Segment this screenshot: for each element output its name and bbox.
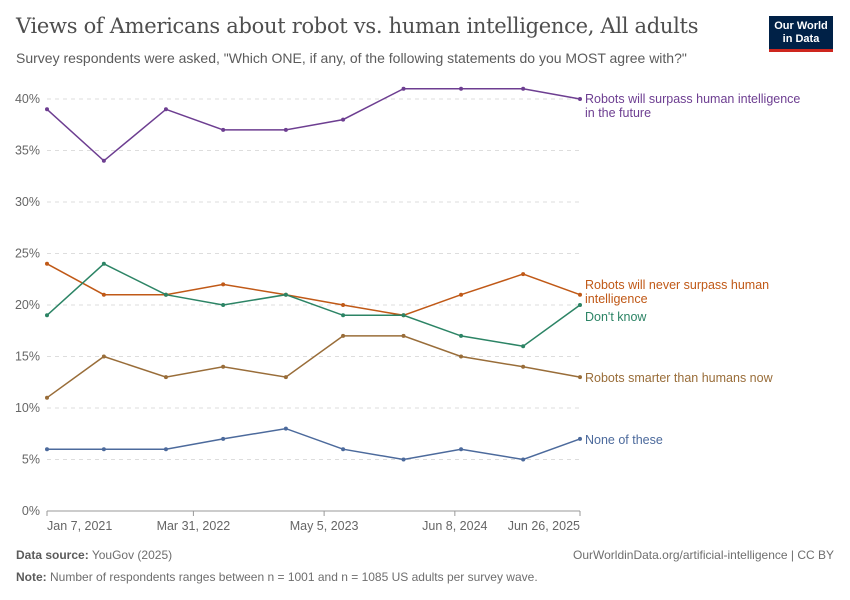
- data-point: [401, 457, 406, 462]
- chart-subtitle: Survey respondents were asked, "Which ON…: [16, 50, 687, 66]
- data-point: [401, 86, 406, 91]
- series-label: Robots will surpass human intelligence: [585, 92, 800, 106]
- data-point: [521, 272, 526, 277]
- source-label: Data source:: [16, 548, 89, 562]
- y-tick-label: 5%: [22, 453, 40, 467]
- y-tick-label: 25%: [15, 247, 40, 261]
- data-point: [45, 395, 49, 400]
- data-point: [401, 333, 406, 338]
- data-point: [163, 375, 168, 380]
- data-point: [101, 354, 106, 359]
- series-label: None of these: [585, 433, 663, 447]
- data-point: [283, 426, 288, 431]
- y-tick-label: 35%: [15, 144, 40, 158]
- x-tick-label: Jun 26, 2025: [508, 519, 580, 533]
- data-point: [459, 447, 464, 452]
- data-point: [578, 292, 582, 297]
- x-tick-label: Jan 7, 2021: [47, 519, 112, 533]
- note-label: Note:: [16, 570, 47, 584]
- data-point: [521, 457, 526, 462]
- data-point: [283, 127, 288, 132]
- data-point: [578, 303, 582, 307]
- data-point: [221, 127, 226, 132]
- y-tick-label: 40%: [15, 92, 40, 106]
- y-tick-label: 20%: [15, 298, 40, 312]
- series-line: [47, 427, 581, 461]
- data-point: [45, 261, 49, 266]
- series-label: Don't know: [585, 310, 647, 324]
- data-point: [341, 303, 346, 307]
- data-point: [341, 333, 346, 338]
- owid-logo[interactable]: Our World in Data: [769, 16, 833, 52]
- series-line: [46, 263, 581, 317]
- data-point: [341, 313, 346, 318]
- data-point: [521, 344, 526, 349]
- data-point: [101, 447, 106, 452]
- data-point: [578, 97, 582, 101]
- data-point: [578, 375, 582, 380]
- x-tick-label: Jun 8, 2024: [422, 519, 487, 533]
- data-point: [521, 86, 526, 91]
- series-label: intelligence: [585, 292, 648, 306]
- data-point: [459, 86, 464, 91]
- x-tick-label: Mar 31, 2022: [157, 519, 231, 533]
- data-point: [459, 292, 464, 297]
- x-tick-label: May 5, 2023: [290, 519, 359, 533]
- series-label: Robots will never surpass human: [585, 278, 769, 292]
- note: Note: Number of respondents ranges betwe…: [16, 570, 538, 584]
- url-link[interactable]: OurWorldinData.org/artificial-intelligen…: [573, 548, 834, 562]
- data-point: [101, 292, 106, 297]
- data-point: [163, 107, 168, 112]
- data-point: [401, 313, 406, 318]
- source-link[interactable]: YouGov (2025): [91, 548, 173, 562]
- data-point: [101, 158, 106, 163]
- data-point: [521, 364, 526, 369]
- y-tick-label: 15%: [15, 350, 40, 364]
- data-point: [45, 313, 49, 318]
- note-text: Number of respondents ranges between n =…: [50, 570, 538, 584]
- data-point: [45, 107, 49, 112]
- line-chart: 0% 5% 10% 15% 20% 25% 30% 35% 40% Jan 7, 2021 Mar …: [15, 86, 800, 533]
- data-point: [341, 447, 346, 452]
- data-source: Data source: YouGov (2025): [16, 548, 172, 562]
- data-point: [163, 447, 168, 452]
- y-tick-label: 30%: [15, 195, 40, 209]
- data-point: [283, 375, 288, 380]
- chart-title: Views of Americans about robot vs. human…: [16, 14, 699, 38]
- y-tick-label: 0%: [22, 504, 40, 518]
- data-point: [221, 436, 226, 441]
- series-label: in the future: [585, 106, 651, 120]
- data-point: [283, 292, 288, 297]
- series-label: Robots smarter than humans now: [585, 371, 774, 385]
- data-point: [459, 333, 464, 338]
- series-line: [46, 262, 581, 347]
- data-point: [221, 303, 226, 307]
- data-point: [163, 292, 168, 297]
- data-point: [45, 447, 49, 452]
- data-point: [459, 354, 464, 359]
- series-line: [46, 87, 581, 162]
- data-point: [221, 364, 226, 369]
- data-point: [101, 261, 106, 266]
- series-line: [46, 335, 581, 399]
- data-point: [341, 117, 346, 122]
- data-point: [578, 436, 582, 441]
- y-tick-label: 10%: [15, 401, 40, 415]
- data-point: [221, 282, 226, 287]
